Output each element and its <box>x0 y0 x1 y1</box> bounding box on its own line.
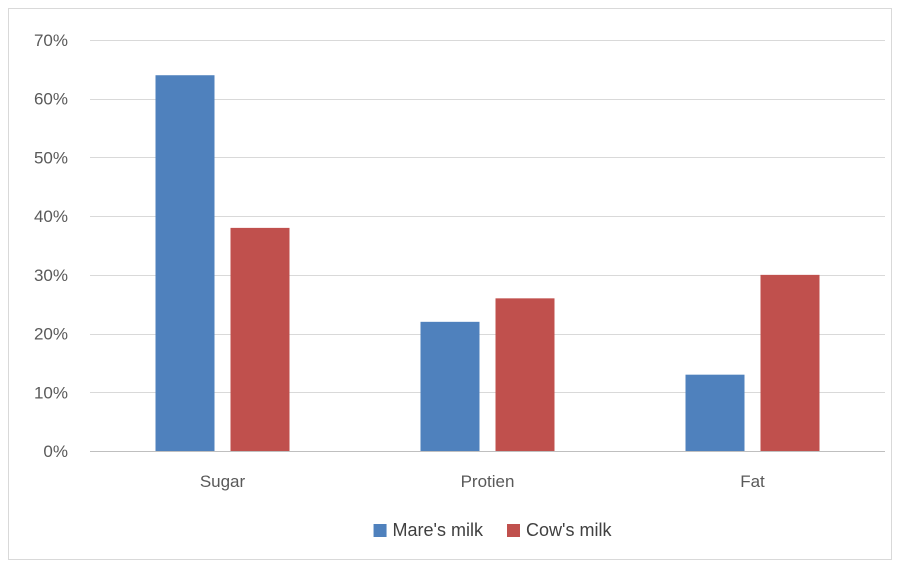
legend-swatch <box>507 524 520 537</box>
y-tick-label: 70% <box>34 31 68 50</box>
gridlines <box>90 40 885 452</box>
x-tick-label: Fat <box>740 472 765 491</box>
y-tick-label: 60% <box>34 90 68 109</box>
legend: Mare's milk Cow's milk <box>373 520 612 540</box>
y-tick-label: 30% <box>34 266 68 285</box>
legend-label: Cow's milk <box>526 520 612 540</box>
x-tick-label: Sugar <box>200 472 246 491</box>
legend-swatch <box>373 524 387 537</box>
y-tick-label: 20% <box>34 325 68 344</box>
y-axis-tick-labels: 0% 10% 20% 30% 40% 50% 60% 70% <box>34 31 68 461</box>
bars <box>155 75 820 451</box>
bar-fat-mares-milk <box>685 374 745 451</box>
y-tick-label: 10% <box>34 383 68 402</box>
bar-fat-cows-milk <box>760 274 820 451</box>
bar-protien-cows-milk <box>495 298 555 451</box>
y-tick-label: 0% <box>43 442 68 461</box>
y-tick-label: 40% <box>34 207 68 226</box>
y-tick-label: 50% <box>34 148 68 167</box>
bar-protien-mares-milk <box>420 321 480 451</box>
x-axis-tick-labels: Sugar Protien Fat <box>200 472 765 491</box>
bar-sugar-mares-milk <box>155 75 215 451</box>
bar-sugar-cows-milk <box>230 227 290 451</box>
legend-label: Mare's milk <box>393 520 484 540</box>
x-tick-label: Protien <box>461 472 515 491</box>
